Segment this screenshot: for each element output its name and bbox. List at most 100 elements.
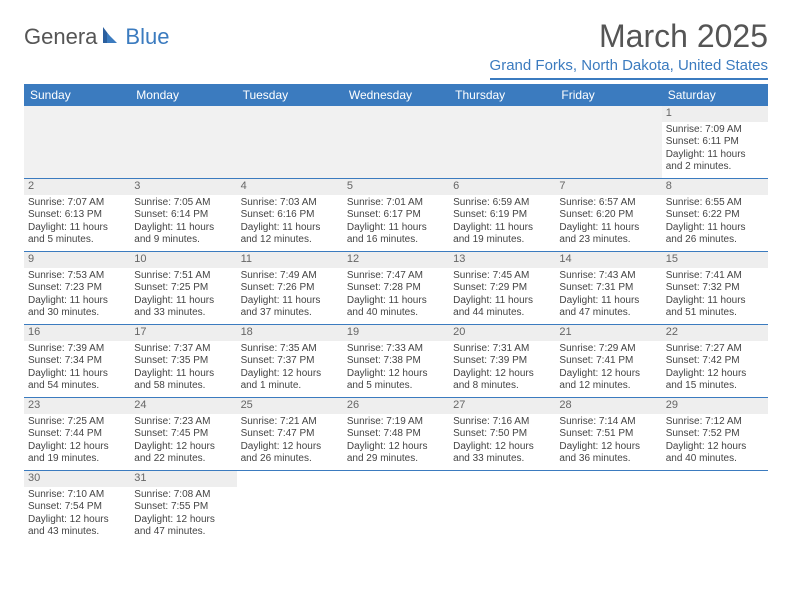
sunrise-text: Sunrise: 7:09 AM xyxy=(666,124,764,137)
day-number: 15 xyxy=(662,252,768,268)
day-number: 6 xyxy=(449,179,555,195)
calendar-cell xyxy=(237,106,343,178)
sunset-text: Sunset: 6:13 PM xyxy=(28,209,126,222)
daylight-text: Daylight: 11 hours xyxy=(559,295,657,308)
sunset-text: Sunset: 7:25 PM xyxy=(134,282,232,295)
calendar-cell: 14Sunrise: 7:43 AMSunset: 7:31 PMDayligh… xyxy=(555,252,661,324)
calendar-cell: 28Sunrise: 7:14 AMSunset: 7:51 PMDayligh… xyxy=(555,398,661,470)
calendar-row: 16Sunrise: 7:39 AMSunset: 7:34 PMDayligh… xyxy=(24,325,768,398)
daylight-text: Daylight: 11 hours xyxy=(28,295,126,308)
sunset-text: Sunset: 7:23 PM xyxy=(28,282,126,295)
calendar-cell xyxy=(237,471,343,543)
day-number: 25 xyxy=(237,398,343,414)
sunrise-text: Sunrise: 7:03 AM xyxy=(241,197,339,210)
daylight-text: Daylight: 12 hours xyxy=(241,441,339,454)
daylight-text: Daylight: 11 hours xyxy=(28,368,126,381)
sunrise-text: Sunrise: 7:21 AM xyxy=(241,416,339,429)
sunset-text: Sunset: 7:51 PM xyxy=(559,428,657,441)
daylight-text: Daylight: 12 hours xyxy=(666,368,764,381)
daylight-text: and 58 minutes. xyxy=(134,380,232,393)
daylight-text: Daylight: 11 hours xyxy=(453,295,551,308)
calendar-cell: 29Sunrise: 7:12 AMSunset: 7:52 PMDayligh… xyxy=(662,398,768,470)
calendar-row: 30Sunrise: 7:10 AMSunset: 7:54 PMDayligh… xyxy=(24,471,768,543)
daylight-text: Daylight: 12 hours xyxy=(28,441,126,454)
location-text: Grand Forks, North Dakota, United States xyxy=(490,57,768,74)
day-number: 16 xyxy=(24,325,130,341)
sunset-text: Sunset: 7:47 PM xyxy=(241,428,339,441)
calendar-cell: 7Sunrise: 6:57 AMSunset: 6:20 PMDaylight… xyxy=(555,179,661,251)
calendar-cell: 5Sunrise: 7:01 AMSunset: 6:17 PMDaylight… xyxy=(343,179,449,251)
calendar-cell: 22Sunrise: 7:27 AMSunset: 7:42 PMDayligh… xyxy=(662,325,768,397)
calendar-cell: 25 Sunrise: 7:21 AMSunset: 7:47 PMDayligh… xyxy=(237,398,343,470)
sunset-text: Sunset: 7:48 PM xyxy=(347,428,445,441)
sunset-text: Sunset: 7:35 PM xyxy=(134,355,232,368)
day-number: 23 xyxy=(24,398,130,414)
sunset-text: Sunset: 7:41 PM xyxy=(559,355,657,368)
sunrise-text: Sunrise: 7:07 AM xyxy=(28,197,126,210)
daylight-text: and 47 minutes. xyxy=(559,307,657,320)
sunset-text: Sunset: 7:28 PM xyxy=(347,282,445,295)
calendar-cell: 15Sunrise: 7:41 AMSunset: 7:32 PMDayligh… xyxy=(662,252,768,324)
day-number: 17 xyxy=(130,325,236,341)
calendar-cell: 2Sunrise: 7:07 AMSunset: 6:13 PMDaylight… xyxy=(24,179,130,251)
sunset-text: Sunset: 7:37 PM xyxy=(241,355,339,368)
sunrise-text: Sunrise: 6:57 AM xyxy=(559,197,657,210)
sunset-text: Sunset: 7:32 PM xyxy=(666,282,764,295)
daylight-text: Daylight: 12 hours xyxy=(453,368,551,381)
daylight-text: and 40 minutes. xyxy=(666,453,764,466)
day-number: 28 xyxy=(555,398,661,414)
calendar-cell: 11Sunrise: 7:49 AMSunset: 7:26 PMDayligh… xyxy=(237,252,343,324)
sunset-text: Sunset: 6:14 PM xyxy=(134,209,232,222)
calendar-cell: 30Sunrise: 7:10 AMSunset: 7:54 PMDayligh… xyxy=(24,471,130,543)
sunset-text: Sunset: 6:19 PM xyxy=(453,209,551,222)
day-number: 24 xyxy=(130,398,236,414)
sunset-text: Sunset: 6:20 PM xyxy=(559,209,657,222)
day-number: 27 xyxy=(449,398,555,414)
sunset-text: Sunset: 7:45 PM xyxy=(134,428,232,441)
calendar-cell: 26Sunrise: 7:19 AMSunset: 7:48 PMDayligh… xyxy=(343,398,449,470)
daylight-text: and 8 minutes. xyxy=(453,380,551,393)
calendar-row: 23Sunrise: 7:25 AMSunset: 7:44 PMDayligh… xyxy=(24,398,768,471)
sunset-text: Sunset: 7:34 PM xyxy=(28,355,126,368)
calendar-row: 2Sunrise: 7:07 AMSunset: 6:13 PMDaylight… xyxy=(24,179,768,252)
calendar-cell: 9Sunrise: 7:53 AMSunset: 7:23 PMDaylight… xyxy=(24,252,130,324)
calendar-cell: 20Sunrise: 7:31 AMSunset: 7:39 PMDayligh… xyxy=(449,325,555,397)
daylight-text: and 30 minutes. xyxy=(28,307,126,320)
day-number: 5 xyxy=(343,179,449,195)
day-number: 10 xyxy=(130,252,236,268)
day-number: 8 xyxy=(662,179,768,195)
daylight-text: Daylight: 11 hours xyxy=(453,222,551,235)
logo-sail-icon xyxy=(101,25,121,50)
sunrise-text: Sunrise: 7:12 AM xyxy=(666,416,764,429)
daylight-text: Daylight: 11 hours xyxy=(241,295,339,308)
daylight-text: Daylight: 12 hours xyxy=(453,441,551,454)
daylight-text: Daylight: 12 hours xyxy=(134,441,232,454)
calendar-cell: 24Sunrise: 7:23 AMSunset: 7:45 PMDayligh… xyxy=(130,398,236,470)
sunrise-text: Sunrise: 7:39 AM xyxy=(28,343,126,356)
daylight-text: and 12 minutes. xyxy=(559,380,657,393)
daylight-text: and 22 minutes. xyxy=(134,453,232,466)
sunset-text: Sunset: 7:31 PM xyxy=(559,282,657,295)
header-block: Genera Blue March 2025 Grand Forks, Nort… xyxy=(24,18,768,80)
daylight-text: Daylight: 11 hours xyxy=(347,222,445,235)
calendar-body: 1Sunrise: 7:09 AMSunset: 6:11 PMDaylight… xyxy=(24,106,768,543)
sunset-text: Sunset: 6:16 PM xyxy=(241,209,339,222)
daylight-text: and 44 minutes. xyxy=(453,307,551,320)
day-number: 21 xyxy=(555,325,661,341)
daylight-text: Daylight: 12 hours xyxy=(28,514,126,527)
sunset-text: Sunset: 7:44 PM xyxy=(28,428,126,441)
daylight-text: and 1 minute. xyxy=(241,380,339,393)
daylight-text: and 9 minutes. xyxy=(134,234,232,247)
sunrise-text: Sunrise: 7:47 AM xyxy=(347,270,445,283)
weekday-header: Wednesday xyxy=(343,84,449,106)
weekday-header: Sunday xyxy=(24,84,130,106)
daylight-text: and 36 minutes. xyxy=(559,453,657,466)
daylight-text: and 29 minutes. xyxy=(347,453,445,466)
daylight-text: and 5 minutes. xyxy=(28,234,126,247)
sunrise-text: Sunrise: 7:10 AM xyxy=(28,489,126,502)
calendar-cell: 13Sunrise: 7:45 AMSunset: 7:29 PMDayligh… xyxy=(449,252,555,324)
daylight-text: and 16 minutes. xyxy=(347,234,445,247)
day-number: 26 xyxy=(343,398,449,414)
sunrise-text: Sunrise: 7:51 AM xyxy=(134,270,232,283)
sunset-text: Sunset: 7:42 PM xyxy=(666,355,764,368)
